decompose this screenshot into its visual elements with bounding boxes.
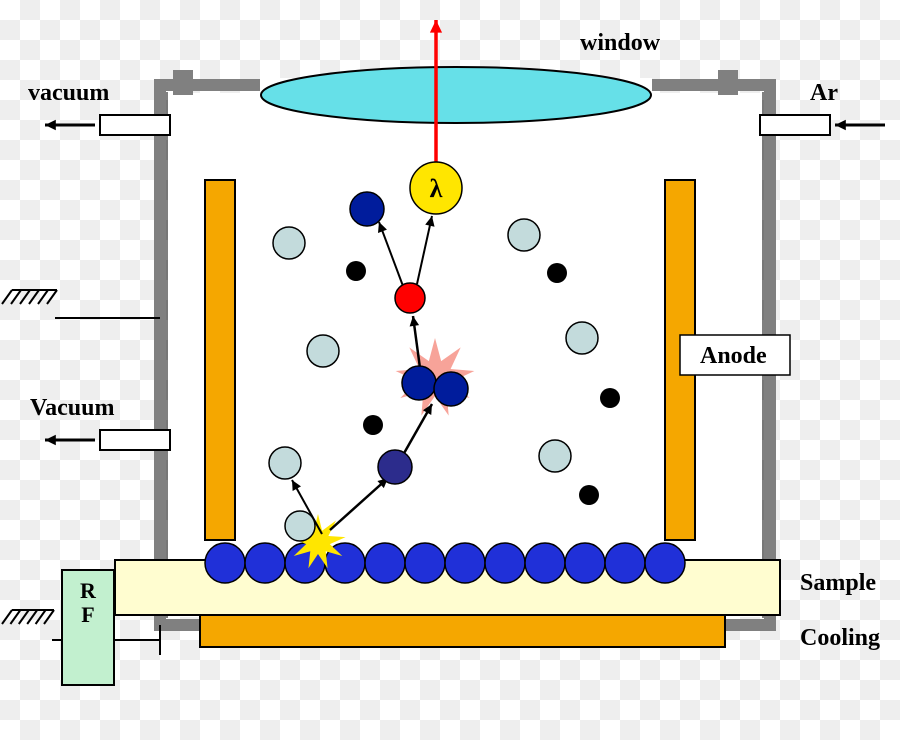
vacuum_mid-label: Vacuum <box>30 395 114 421</box>
sample-atom <box>445 543 485 583</box>
sample-atom <box>605 543 645 583</box>
electron <box>346 261 366 281</box>
sputtered-atom <box>402 366 436 400</box>
rf-label: R <box>80 578 97 603</box>
sample-atom <box>245 543 285 583</box>
sample-atom <box>645 543 685 583</box>
sample-atom <box>565 543 605 583</box>
sample-atom <box>485 543 525 583</box>
argon-atom <box>273 227 305 259</box>
electron <box>579 485 599 505</box>
argon-atom <box>307 335 339 367</box>
cooling-bar <box>200 615 725 647</box>
port <box>100 115 170 135</box>
sample-label: Sample <box>800 570 876 596</box>
rf-label: F <box>81 602 94 627</box>
lambda-label: λ <box>430 174 443 203</box>
argon-atom <box>539 440 571 472</box>
argon-atom <box>269 447 301 479</box>
argon-atom <box>566 322 598 354</box>
sample-atom <box>405 543 445 583</box>
sputtered-atom <box>378 450 412 484</box>
electron <box>547 263 567 283</box>
argon-atom <box>285 511 315 541</box>
anode-label: Anode <box>700 343 767 369</box>
sample-atom <box>205 543 245 583</box>
sample-atom <box>525 543 565 583</box>
cooling-label: Cooling <box>800 625 880 651</box>
electron <box>363 415 383 435</box>
electron <box>600 388 620 408</box>
port <box>100 430 170 450</box>
excited-atom <box>395 283 425 313</box>
sputtered-atom <box>434 372 468 406</box>
anode-bar <box>205 180 235 540</box>
sputtered-atom <box>350 192 384 226</box>
vacuum_top-label: vacuum <box>28 80 109 106</box>
window-label: window <box>580 30 661 56</box>
ar-label: Ar <box>810 80 838 106</box>
sample-atom <box>365 543 405 583</box>
port <box>760 115 830 135</box>
window <box>261 67 651 123</box>
argon-atom <box>508 219 540 251</box>
